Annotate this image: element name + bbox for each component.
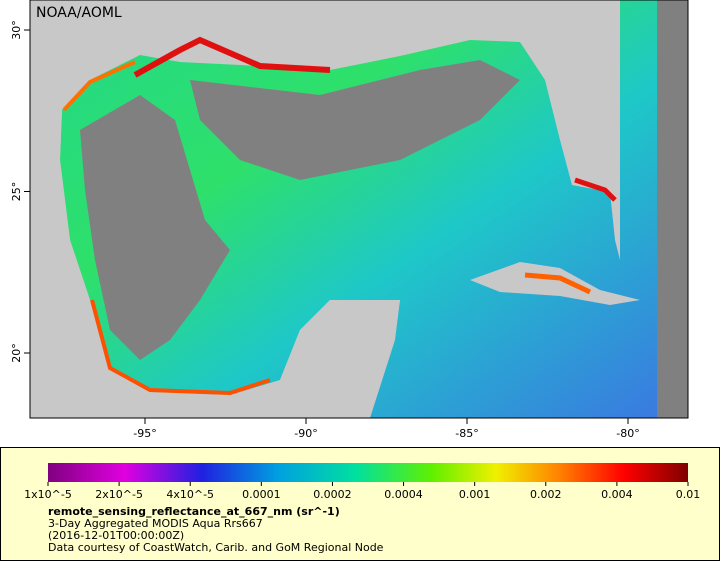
map-frame	[29, 0, 689, 419]
lon-label: -90°	[294, 427, 317, 440]
colorbar-label: 1x10^-5	[24, 488, 72, 501]
no-data	[657, 0, 688, 418]
lat-label: 25°	[10, 182, 23, 202]
map: NOAA/AOML	[29, 0, 689, 419]
land	[520, 0, 620, 190]
colorbar-label: 0.0004	[384, 488, 423, 501]
colorbar-label: 0.01	[676, 488, 701, 501]
axes: -95° -90° -85° -80° 30° 25° 20°	[10, 20, 640, 440]
colorbar	[48, 463, 688, 482]
no-data	[190, 60, 520, 180]
land	[30, 0, 270, 418]
lon-label: -80°	[616, 427, 639, 440]
lon-label: -95°	[133, 427, 156, 440]
coastal-band	[90, 299, 271, 396]
lon-label: -85°	[455, 427, 478, 440]
coastal-band	[62, 60, 136, 112]
legend-line: (2016-12-01T00:00:00Z)	[48, 529, 184, 542]
no-data	[80, 95, 230, 360]
land	[270, 300, 400, 418]
colorbar-label: 0.0001	[242, 488, 281, 501]
coastal-band	[574, 177, 617, 202]
coastal-band	[524, 272, 592, 295]
coastal-band	[133, 36, 331, 78]
lat-label: 30°	[10, 20, 23, 40]
land	[470, 262, 640, 305]
colorbar-label: 0.001	[459, 488, 491, 501]
credit: NOAA/AOML	[36, 5, 122, 21]
colorbar-label: 0.002	[530, 488, 562, 501]
variable-name: remote_sensing_reflectance_at_667_nm (sr…	[48, 505, 340, 518]
legend-line: 3-Day Aggregated MODIS Aqua Rrs667	[48, 517, 263, 530]
colorbar-ticks: 1x10^-5 2x10^-5 4x10^-5 0.0001 0.0002 0.0004 0…	[24, 482, 700, 501]
colorbar-label: 4x10^-5	[166, 488, 214, 501]
colorbar-label: 0.0002	[313, 488, 352, 501]
legend-line: Data courtesy of CoastWatch, Carib. and …	[48, 541, 384, 554]
lat-label: 20°	[10, 343, 23, 363]
colorbar-label: 2x10^-5	[95, 488, 143, 501]
colorbar-label: 0.004	[601, 488, 633, 501]
legend: 1x10^-5 2x10^-5 4x10^-5 0.0001 0.0002 0.0004 0…	[0, 447, 720, 561]
